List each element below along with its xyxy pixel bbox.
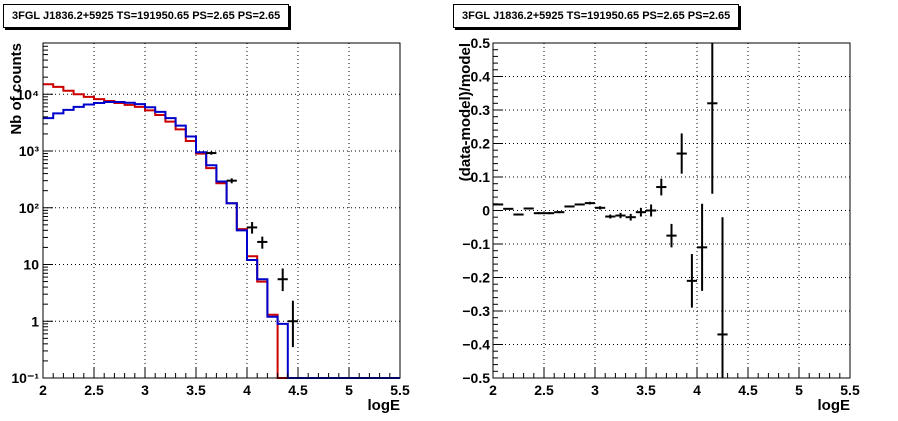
- y-tick-label: 10⁻¹: [11, 370, 39, 386]
- y-axis-label: (data-model)/model: [457, 43, 474, 181]
- x-tick-label: 3.5: [186, 382, 206, 398]
- x-tick-label: 4: [693, 382, 701, 398]
- y-tick-label: 0.1: [471, 169, 491, 185]
- x-axis-label: logE: [368, 397, 401, 414]
- y-tick-label: −0.1: [462, 236, 490, 252]
- y-tick-label: 10²: [19, 200, 40, 216]
- x-tick-label: 4.5: [738, 382, 758, 398]
- plot-frame: [42, 42, 401, 379]
- y-axis-label: Nb of counts: [8, 43, 25, 135]
- y-tick-label: 0.2: [471, 136, 491, 152]
- y-tick-label: −0.5: [462, 370, 490, 386]
- x-tick-label: 5.5: [840, 382, 860, 398]
- x-tick-label: 4: [243, 382, 251, 398]
- y-tick-label: 1: [31, 313, 39, 329]
- x-tick-label: 5.5: [390, 382, 410, 398]
- y-tick-label: −0.4: [462, 337, 490, 353]
- y-tick-label: 0.5: [471, 35, 491, 51]
- x-tick-label: 4.5: [288, 382, 308, 398]
- y-tick-label: 0: [482, 203, 490, 219]
- counts-panel: 2 2.5 3 3.5 4 4.5 5 5.5 10⁻¹ 1 10 10² 10³ 10⁴ logE Nb o…: [8, 42, 410, 414]
- x-tick-label: 2.5: [84, 382, 104, 398]
- y-tick-label: 0.4: [471, 69, 491, 85]
- counts-plot-title: 3FGL J1836.2+5925 TS=191950.65 PS=2.65 P…: [3, 4, 290, 28]
- y-tick-label: −0.3: [462, 303, 490, 319]
- plot-frame: [492, 42, 851, 379]
- x-tick-label: 2: [39, 382, 47, 398]
- residual-plot-title: 3FGL J1836.2+5925 TS=191950.65 PS=2.65 P…: [453, 4, 740, 28]
- x-tick-label: 2.5: [534, 382, 554, 398]
- y-tick-label: 10⁴: [17, 86, 40, 102]
- x-tick-label: 5: [345, 382, 353, 398]
- y-tick-label: 0.3: [471, 102, 491, 118]
- residual-panel: 2 2.5 3 3.5 4 4.5 5 5.5 −0.5 −0.4 −0.3 −0.2 −0.1 0 0.1…: [457, 35, 860, 414]
- x-tick-label: 3.5: [636, 382, 656, 398]
- x-tick-label: 2: [489, 382, 497, 398]
- y-tick-label: −0.2: [462, 270, 490, 286]
- model-blue-histogram: [43, 101, 400, 379]
- y-tick-label: 10: [23, 257, 39, 273]
- model-red-histogram: [43, 83, 400, 379]
- x-tick-label: 5: [795, 382, 803, 398]
- x-axis-label: logE: [818, 397, 851, 414]
- x-tick-label: 3: [591, 382, 599, 398]
- y-tick-label: 10³: [19, 143, 40, 159]
- x-tick-label: 3: [141, 382, 149, 398]
